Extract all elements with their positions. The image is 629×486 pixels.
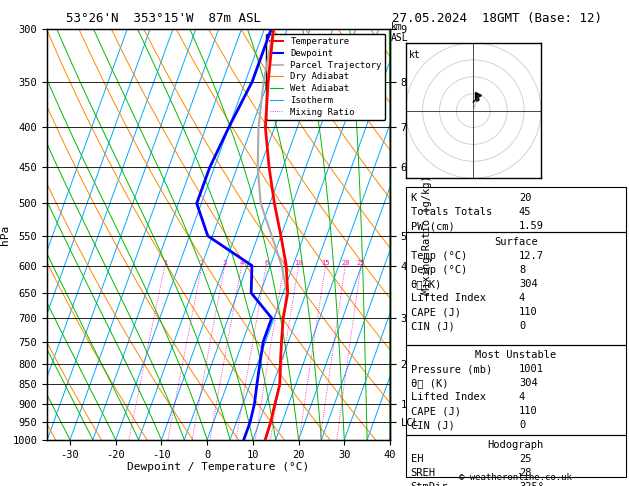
Text: 28: 28 (519, 468, 532, 478)
Text: EH: EH (411, 454, 423, 464)
Text: 3: 3 (223, 260, 227, 265)
Text: kt: kt (409, 50, 421, 60)
Text: Hodograph: Hodograph (487, 440, 544, 450)
Text: CAPE (J): CAPE (J) (411, 307, 460, 317)
Text: 110: 110 (519, 307, 538, 317)
Text: 325°: 325° (519, 482, 544, 486)
Text: 304: 304 (519, 378, 538, 388)
Text: 4: 4 (519, 392, 525, 402)
Legend: Temperature, Dewpoint, Parcel Trajectory, Dry Adiabat, Wet Adiabat, Isotherm, Mi: Temperature, Dewpoint, Parcel Trajectory… (266, 34, 386, 120)
Text: 4: 4 (519, 293, 525, 303)
Y-axis label: hPa: hPa (0, 225, 9, 244)
Text: PW (cm): PW (cm) (411, 221, 455, 231)
Text: 20: 20 (519, 193, 532, 203)
Text: 1001: 1001 (519, 364, 544, 374)
Text: 20: 20 (341, 260, 350, 265)
Text: 15: 15 (321, 260, 330, 265)
Text: 4: 4 (240, 260, 243, 265)
Text: Most Unstable: Most Unstable (475, 350, 557, 360)
Text: CIN (J): CIN (J) (411, 420, 455, 431)
Text: 25: 25 (519, 454, 532, 464)
Text: Lifted Index: Lifted Index (411, 293, 486, 303)
Text: StmDir: StmDir (411, 482, 448, 486)
Text: 6: 6 (264, 260, 269, 265)
X-axis label: Dewpoint / Temperature (°C): Dewpoint / Temperature (°C) (128, 462, 309, 472)
Text: 12.7: 12.7 (519, 251, 544, 261)
Text: 45: 45 (519, 207, 532, 217)
Text: Lifted Index: Lifted Index (411, 392, 486, 402)
Text: Dewp (°C): Dewp (°C) (411, 265, 467, 275)
Text: 0: 0 (519, 420, 525, 431)
Text: 1.59: 1.59 (519, 221, 544, 231)
Text: CAPE (J): CAPE (J) (411, 406, 460, 417)
Text: 1: 1 (163, 260, 167, 265)
Text: © weatheronline.co.uk: © weatheronline.co.uk (459, 473, 572, 482)
Text: 25: 25 (357, 260, 365, 265)
Text: Pressure (mb): Pressure (mb) (411, 364, 492, 374)
Text: θᴄ(K): θᴄ(K) (411, 279, 442, 289)
Text: 0: 0 (519, 321, 525, 331)
Text: CIN (J): CIN (J) (411, 321, 455, 331)
Text: Surface: Surface (494, 237, 538, 247)
Text: km
ASL: km ASL (391, 22, 408, 43)
Text: 8: 8 (519, 265, 525, 275)
Text: 27.05.2024  18GMT (Base: 12): 27.05.2024 18GMT (Base: 12) (392, 12, 602, 25)
Text: 8: 8 (282, 260, 286, 265)
Text: 2: 2 (199, 260, 204, 265)
Text: SREH: SREH (411, 468, 436, 478)
Y-axis label: Mixing Ratio (g/kg): Mixing Ratio (g/kg) (422, 175, 432, 294)
Text: 304: 304 (519, 279, 538, 289)
Text: Temp (°C): Temp (°C) (411, 251, 467, 261)
Text: Totals Totals: Totals Totals (411, 207, 492, 217)
Text: 10: 10 (294, 260, 303, 265)
Text: 110: 110 (519, 406, 538, 417)
Text: θᴄ (K): θᴄ (K) (411, 378, 448, 388)
Text: K: K (411, 193, 417, 203)
Text: 53°26'N  353°15'W  87m ASL: 53°26'N 353°15'W 87m ASL (66, 12, 261, 25)
